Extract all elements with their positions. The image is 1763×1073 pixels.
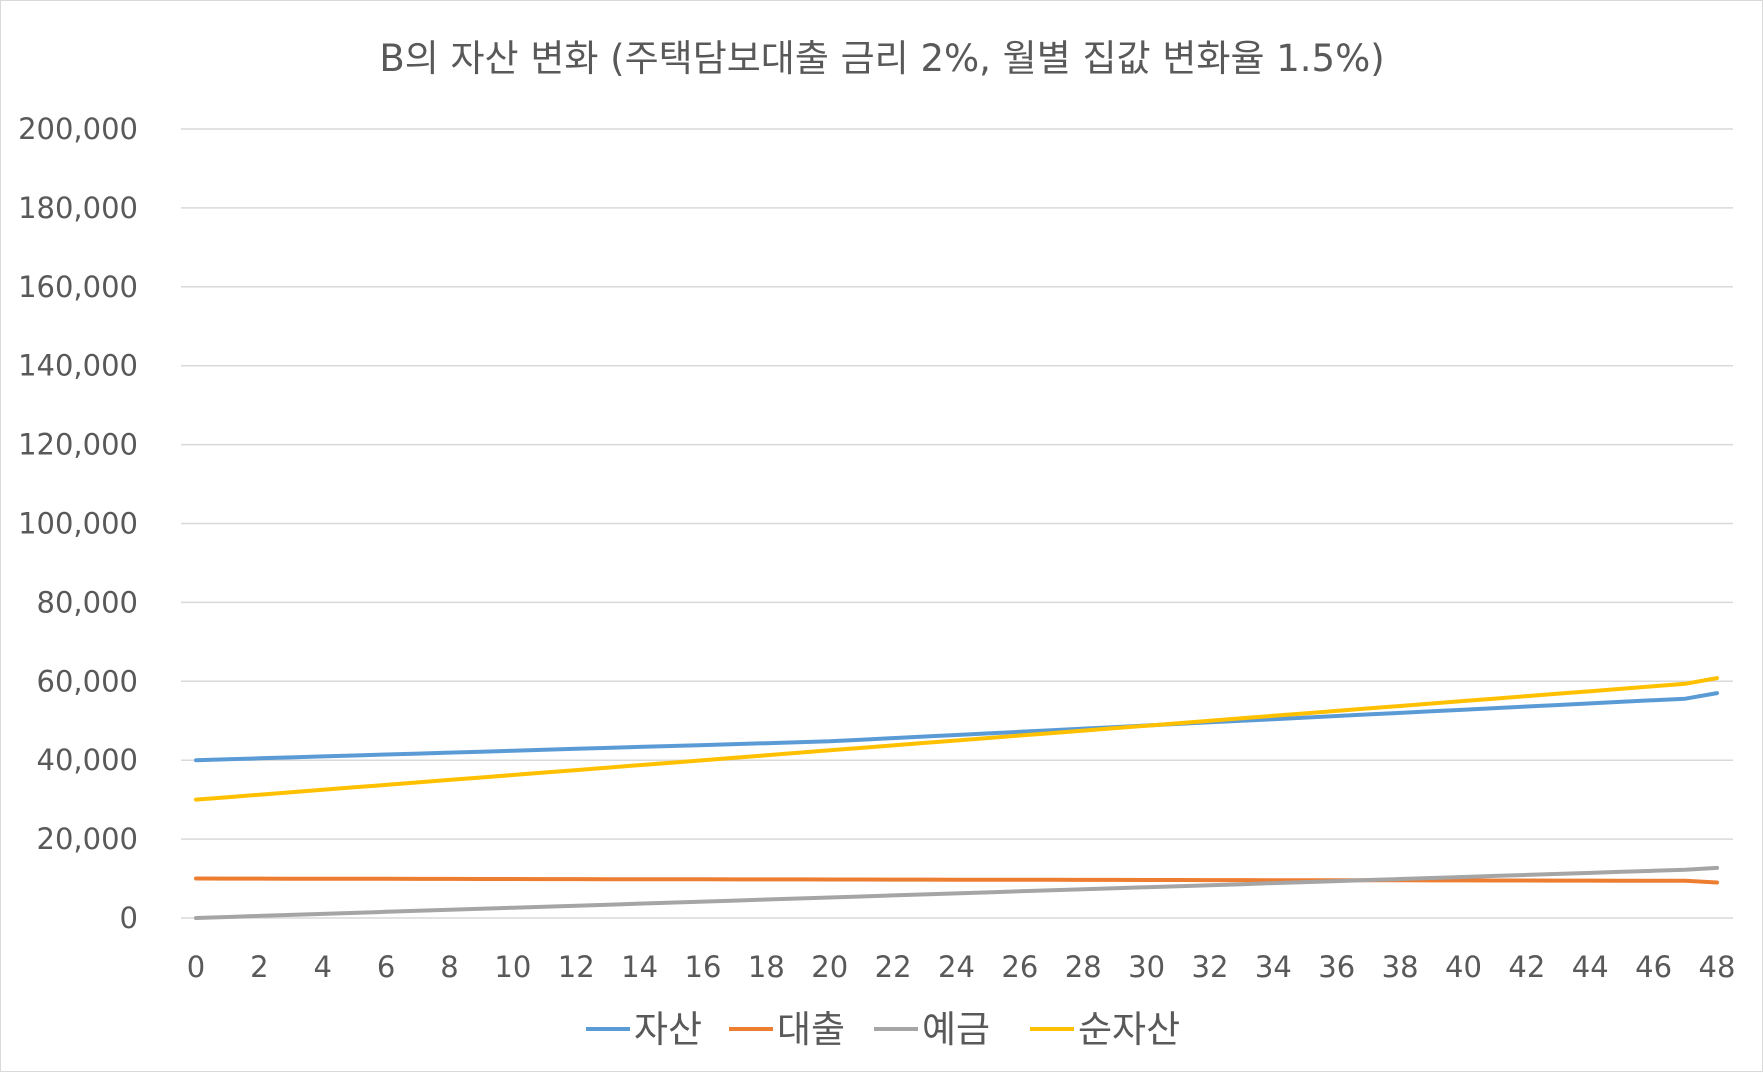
y-tick-label: 20,000	[37, 822, 138, 856]
y-tick-label: 100,000	[18, 507, 138, 541]
legend-label: 순자산	[1078, 1008, 1180, 1051]
x-tick-label: 24	[938, 950, 975, 984]
x-tick-label: 14	[621, 950, 658, 984]
x-tick-label: 22	[875, 950, 912, 984]
y-tick-label: 200,000	[18, 112, 138, 146]
grid-lines	[181, 128, 1733, 919]
x-tick-label: 48	[1699, 950, 1736, 984]
y-tick-label: 80,000	[37, 585, 138, 619]
y-tick-label: 0	[120, 901, 138, 935]
x-tick-label: 30	[1128, 950, 1165, 984]
y-axis-tick-labels: 0 20,000 40,000 60,000 80,000 100,000 120,000 1…	[18, 112, 138, 935]
x-tick-label: 20	[811, 950, 848, 984]
legend-label: 대출	[777, 1008, 845, 1051]
x-tick-label: 4	[314, 950, 332, 984]
chart-title: B의 자산 변화 (주택담보대출 금리 2%, 월별 집값 변화율 1.5%)	[379, 37, 1384, 80]
legend: 자산 대출 예금 순자산	[586, 1008, 1180, 1051]
y-tick-label: 160,000	[18, 270, 138, 304]
x-tick-label: 8	[440, 950, 458, 984]
x-tick-label: 6	[377, 950, 395, 984]
series-line-1	[194, 876, 1719, 885]
x-tick-label: 28	[1065, 950, 1102, 984]
x-tick-label: 2	[250, 950, 268, 984]
y-tick-label: 140,000	[18, 349, 138, 383]
series-line-2	[194, 865, 1719, 920]
legend-label: 예금	[922, 1008, 990, 1051]
x-tick-label: 32	[1192, 950, 1229, 984]
x-tick-label: 38	[1382, 950, 1419, 984]
x-tick-label: 36	[1318, 950, 1355, 984]
y-tick-label: 180,000	[18, 191, 138, 225]
x-tick-label: 44	[1572, 950, 1609, 984]
series-lines	[194, 676, 1719, 920]
series-line-0	[194, 691, 1719, 763]
x-tick-label: 18	[748, 950, 785, 984]
x-tick-label: 40	[1445, 950, 1482, 984]
x-tick-label: 12	[558, 950, 595, 984]
x-tick-label: 16	[685, 950, 722, 984]
x-tick-label: 26	[1001, 950, 1038, 984]
x-tick-label: 46	[1635, 950, 1672, 984]
x-axis-tick-labels: 0 2 4 6 8 10 12 14 16 18 20 22 24 26 28 30 32 34 36 38 40 42 4…	[187, 950, 1736, 984]
x-tick-label: 34	[1255, 950, 1292, 984]
legend-label: 자산	[634, 1008, 702, 1051]
y-tick-label: 120,000	[18, 428, 138, 462]
series-line-3	[194, 676, 1719, 802]
y-tick-label: 40,000	[37, 743, 138, 777]
x-tick-label: 0	[187, 950, 205, 984]
y-tick-label: 60,000	[37, 664, 138, 698]
x-tick-label: 42	[1508, 950, 1545, 984]
x-tick-label: 10	[494, 950, 531, 984]
